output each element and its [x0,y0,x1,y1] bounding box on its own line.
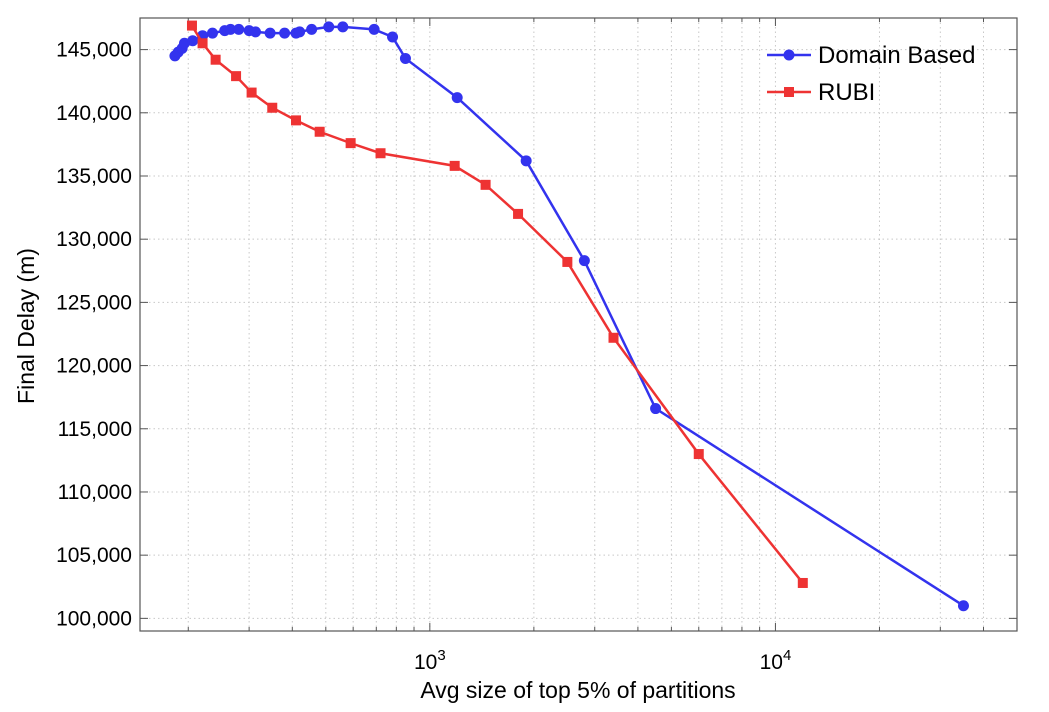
data-point [291,115,302,126]
data-point [225,23,237,35]
legend-marker-domain-based [783,49,795,61]
series-line-rubi [190,24,804,584]
y-tick-label: 140,000 [56,102,132,125]
x-axis-label: Avg size of top 5% of partitions [420,677,735,703]
data-point [323,21,335,33]
x-tick-label: 104 [760,647,792,674]
x-tick-label: 103 [414,647,446,674]
y-tick-label: 120,000 [56,355,132,378]
y-tick-label: 135,000 [56,165,132,188]
data-point [337,21,349,33]
plot-area-frame [139,17,1018,632]
data-series [169,20,969,612]
axis-ticks: 100,000 105,000 110,000 115,000 120,000 125,0… [56,18,1018,674]
data-point [375,148,386,159]
y-tick-label: 115,000 [58,418,132,441]
data-point [306,23,318,35]
data-point [368,23,380,35]
data-point [451,92,463,104]
y-tick-label: 130,000 [56,228,132,251]
data-point [693,449,704,460]
y-axis-label: Final Delay (m) [13,248,39,404]
data-point [231,71,242,82]
data-point [797,577,808,588]
data-point [206,27,218,39]
data-point [187,35,199,47]
data-point [578,255,590,267]
y-tick-label: 110,000 [58,481,132,504]
series-rubi [186,20,808,588]
legend: Domain Based RUBI [767,42,975,106]
data-point [387,31,399,43]
data-point [197,38,208,49]
data-point [480,179,491,190]
y-tick-label: 145,000 [56,39,132,62]
data-point [562,256,573,267]
data-point [246,87,257,98]
data-point [267,102,278,113]
grid-lines [140,18,1018,631]
data-point [264,27,276,39]
y-tick-label: 125,000 [56,291,132,314]
series-domain-based [169,21,969,612]
legend-label-rubi: RUBI [818,79,875,106]
data-point [210,54,221,65]
data-point [233,23,245,35]
data-point [513,208,524,219]
series-line-domain-based [173,25,965,607]
data-point [279,27,291,39]
data-point [294,26,306,38]
legend-label-domain-based: Domain Based [818,42,975,69]
data-point [608,332,619,343]
data-point [957,600,969,612]
data-point [249,26,261,38]
legend-marker-rubi [784,87,794,97]
data-point [186,20,197,31]
data-point [449,160,460,171]
data-point [399,52,411,64]
data-point [314,126,325,137]
data-point [520,155,532,167]
y-tick-label: 105,000 [56,544,132,567]
data-point [650,403,662,415]
data-point [345,138,356,149]
y-tick-label: 100,000 [56,607,132,630]
